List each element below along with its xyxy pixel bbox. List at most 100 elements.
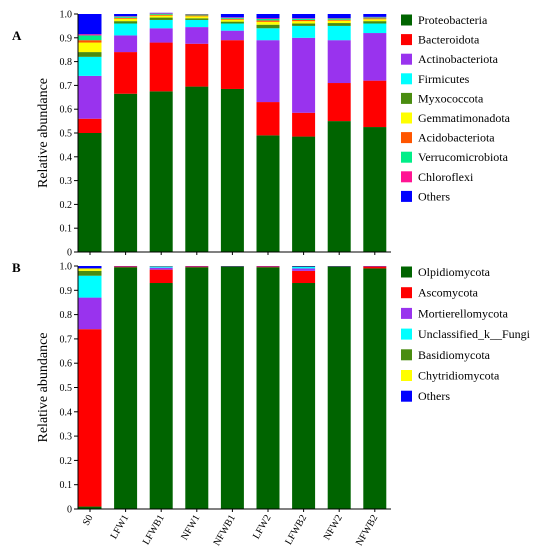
bar-segment-actinobacteriota [220, 30, 244, 41]
bar-segment-actinobacteriota [114, 35, 138, 53]
bar-segment-acidobacteriota [220, 18, 244, 20]
bar-segment-others [292, 14, 316, 19]
bar-segment-acidobacteriota [185, 15, 209, 17]
legend-label: Proteobacteria [418, 13, 488, 27]
bar-segment-myxococcota [292, 23, 316, 26]
bar-segment-acidobacteriota [292, 19, 316, 22]
bar-segment-firmicutes [78, 56, 102, 76]
bar-segment-proteobacteria [78, 133, 102, 252]
bar-segment-chloroflexi [256, 18, 280, 19]
bar-segment-bacteroidota [256, 102, 280, 136]
bar-segment-others [114, 14, 138, 17]
bar-segment-ascomycota [292, 270, 316, 284]
legend-swatch [401, 190, 412, 202]
y-tick-label: 0.9 [60, 286, 73, 297]
bar-segment-olpidiomycota [256, 267, 280, 509]
bar-segment-ascomycota [185, 266, 209, 268]
legend-swatch [401, 132, 412, 144]
bar-segment-proteobacteria [185, 86, 209, 252]
x-tick-label: S0 [81, 513, 96, 528]
legend-swatch [401, 328, 412, 340]
bar-segment-mortierellomycota [149, 267, 173, 270]
bar-segment-verrucomicrobiota [292, 18, 316, 20]
bar-segment-proteobacteria [149, 91, 173, 252]
bar-segment-unclassified-k-fungi [78, 275, 102, 298]
legend-label: Actinobacteriota [418, 52, 499, 66]
bar-segment-bacteroidota [363, 80, 387, 128]
legend-label: Ascomycota [418, 286, 479, 300]
bar-segment-gemmatimonadota [114, 18, 138, 22]
legend-label: Basidiomycota [418, 348, 491, 362]
bar-segment-verrucomicrobiota [220, 17, 244, 19]
bar-segment-bacteroidota [149, 42, 173, 92]
y-tick-label: 0.8 [60, 310, 73, 321]
bar-segment-ascomycota [363, 266, 387, 269]
bar-segment-myxococcota [220, 21, 244, 24]
y-tick-label: 0.6 [60, 359, 73, 370]
x-tick-label: LFWB2 [283, 513, 309, 547]
panel-letter: A [12, 28, 22, 43]
y-tick-label: 0.2 [60, 456, 73, 467]
y-tick-label: 0.4 [60, 152, 73, 163]
bar-segment-myxococcota [149, 17, 173, 20]
x-tick-label: LFW2 [251, 513, 274, 541]
legend-label: Chloroflexi [418, 170, 474, 184]
bar-segment-mortierellomycota [292, 268, 316, 271]
bar-segment-acidobacteriota [327, 19, 351, 21]
bar-segment-gemmatimonadota [220, 19, 244, 22]
bar-segment-unclassified-k-fungi [292, 266, 316, 269]
bar-segment-firmicutes [256, 28, 280, 41]
legend-swatch [401, 266, 412, 278]
bar-segment-acidobacteriota [114, 17, 138, 19]
bar-segment-ascomycota [149, 269, 173, 284]
bar-segment-actinobacteriota [78, 75, 102, 119]
x-tick-label: LFWB1 [141, 513, 167, 547]
bar-segment-proteobacteria [327, 121, 351, 252]
bar-segment-firmicutes [185, 19, 209, 28]
bar-segment-ascomycota [78, 329, 102, 507]
legend-label: Unclassified_k__Fungi [418, 327, 531, 341]
y-tick-label: 0.1 [60, 480, 73, 491]
legend-swatch [401, 171, 412, 183]
y-axis-title: Relative abundance [36, 332, 51, 442]
legend-label: Olpidiomycota [418, 265, 491, 279]
bar-segment-olpidiomycota [327, 266, 351, 509]
bar-segment-acidobacteriota [78, 40, 102, 43]
bar-segment-gemmatimonadota [292, 21, 316, 24]
bar-segment-myxococcota [114, 21, 138, 24]
bar-segment-proteobacteria [256, 135, 280, 252]
x-tick-label: NFW1 [179, 513, 202, 542]
bar-segment-acidobacteriota [149, 14, 173, 16]
legend-label: Mortierellomycota [418, 306, 509, 320]
x-tick-label: NFWB2 [354, 513, 380, 548]
bar-segment-others [256, 14, 280, 19]
bar-segment-bacteroidota [114, 52, 138, 94]
bar-segment-basidiomycota [78, 270, 102, 276]
bar-segment-mortierellomycota [78, 297, 102, 330]
bar-segment-firmicutes [114, 23, 138, 36]
legend-swatch [401, 112, 412, 124]
legend-swatch [401, 34, 412, 46]
legend-swatch [401, 307, 412, 319]
bar-segment-proteobacteria [220, 88, 244, 252]
bar-segment-olpidiomycota [114, 267, 138, 509]
x-tick-label: NFWB1 [212, 513, 238, 548]
bar-segment-gemmatimonadota [78, 42, 102, 53]
bar-segment-myxococcota [256, 24, 280, 29]
bar-segment-actinobacteriota [185, 27, 209, 44]
legend-label: Chytridiomycota [418, 369, 500, 383]
bar-segment-bacteroidota [78, 118, 102, 133]
bar-segment-firmicutes [149, 19, 173, 29]
bar-segment-actinobacteriota [363, 33, 387, 81]
bar-segment-others [363, 14, 387, 17]
bar-segment-gemmatimonadota [149, 15, 173, 18]
bar-segment-firmicutes [292, 25, 316, 38]
legend-label: Others [418, 389, 450, 403]
bar-segment-others [327, 14, 351, 19]
bar-segment-gemmatimonadota [185, 16, 209, 19]
x-tick-label: NFW2 [322, 513, 345, 542]
legend-label: Others [418, 189, 450, 203]
bar-segment-verrucomicrobiota [78, 35, 102, 41]
bar-segment-proteobacteria [292, 136, 316, 252]
